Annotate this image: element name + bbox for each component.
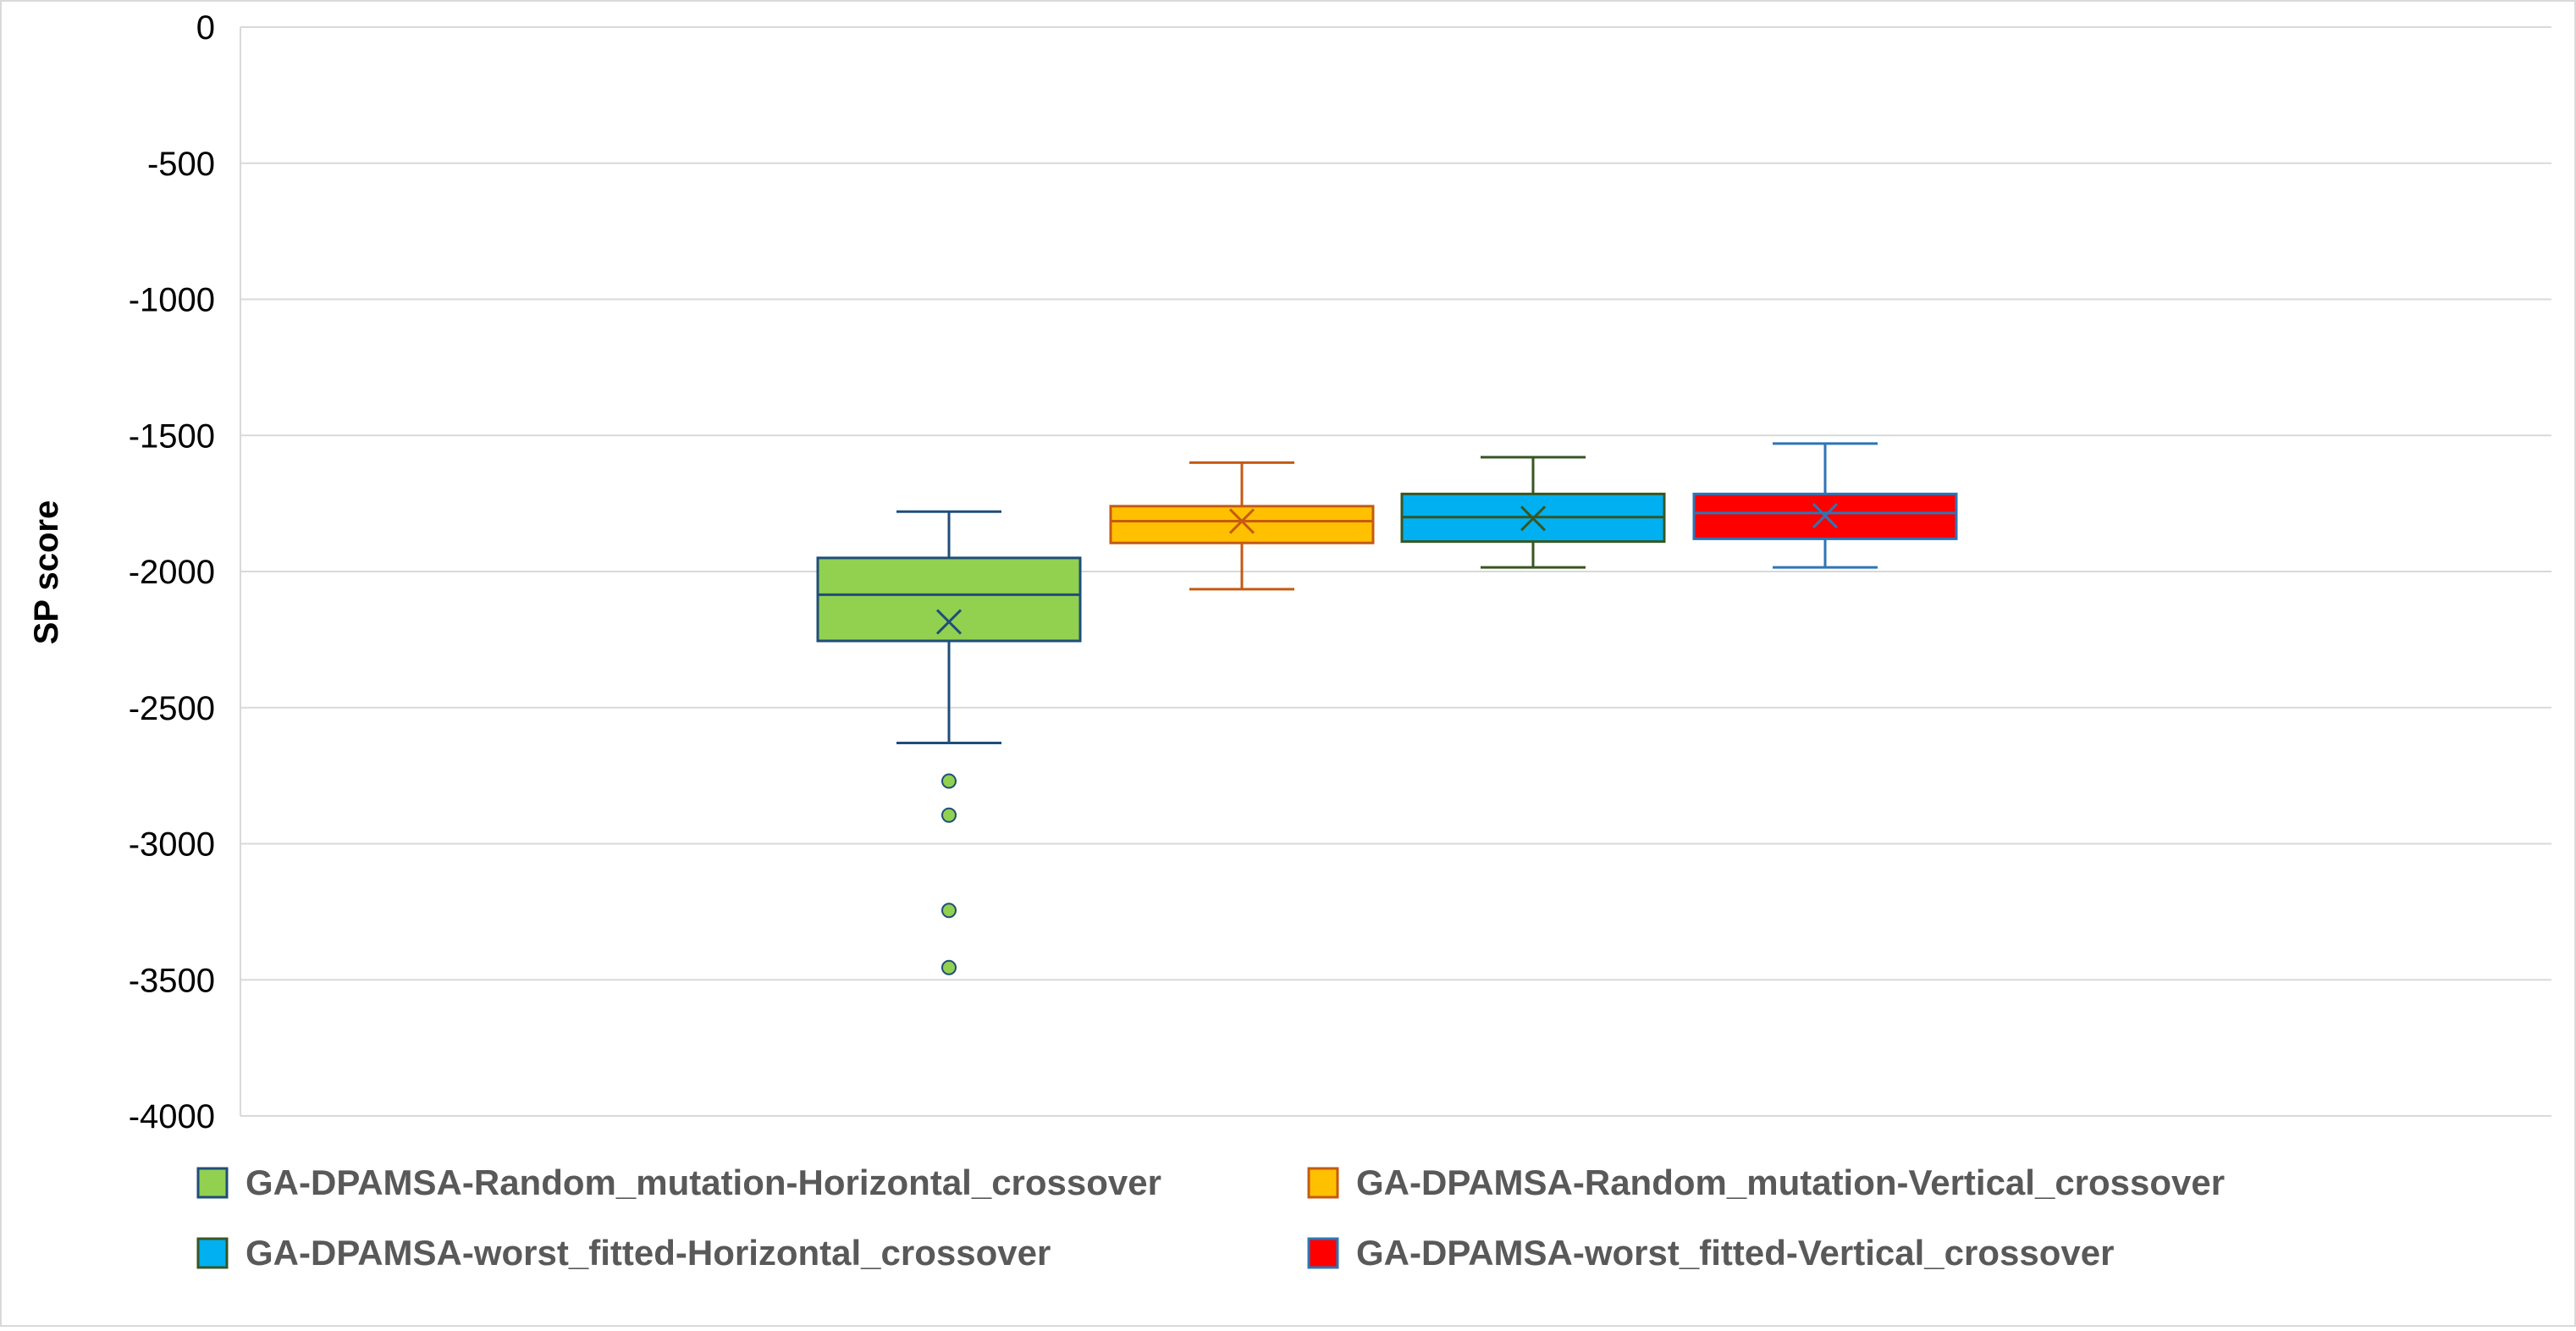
- legend-swatch: [1307, 1237, 1339, 1269]
- legend-item: GA-DPAMSA-Random_mutation-Horizontal_cro…: [196, 1163, 1161, 1202]
- box-group: [1692, 442, 1958, 569]
- y-axis-label: SP score: [28, 500, 65, 645]
- legend-swatch: [196, 1237, 229, 1269]
- grid: [240, 26, 2551, 1117]
- legend-swatch: [1307, 1167, 1339, 1199]
- y-tick-label: -1000: [129, 282, 215, 319]
- box: [816, 556, 1082, 643]
- mean-marker: [935, 609, 963, 635]
- legend-label: GA-DPAMSA-worst_fitted-Horizontal_crosso…: [245, 1233, 1051, 1273]
- legend-item: GA-DPAMSA-Random_mutation-Vertical_cross…: [1307, 1163, 2225, 1202]
- mean-marker: [1228, 508, 1255, 534]
- outlier-point: [941, 773, 957, 789]
- y-tick-label: -3000: [129, 826, 215, 864]
- legend-item: GA-DPAMSA-worst_fitted-Horizontal_crosso…: [196, 1233, 1051, 1273]
- boxes: [816, 442, 1958, 975]
- mean-marker: [1520, 505, 1547, 532]
- outlier-point: [941, 903, 957, 919]
- box: [1109, 505, 1375, 544]
- y-tick-label: -4000: [129, 1098, 215, 1135]
- legend-label: GA-DPAMSA-Random_mutation-Horizontal_cro…: [245, 1163, 1161, 1202]
- legend-label: GA-DPAMSA-worst_fitted-Vertical_crossove…: [1356, 1233, 2114, 1273]
- legend: GA-DPAMSA-Random_mutation-Horizontal_cro…: [196, 1163, 2225, 1273]
- y-tick-label: -1500: [129, 417, 215, 455]
- y-tick-label: -3500: [129, 962, 215, 999]
- y-tick-label: -2500: [129, 690, 215, 727]
- legend-label: GA-DPAMSA-Random_mutation-Vertical_cross…: [1356, 1163, 2225, 1202]
- box-group: [1400, 456, 1666, 569]
- y-tick-label: 0: [196, 9, 215, 47]
- box-group: [816, 510, 1082, 975]
- y-tick-label: -2000: [129, 554, 215, 591]
- outlier-point: [941, 959, 957, 975]
- legend-item: GA-DPAMSA-worst_fitted-Vertical_crossove…: [1307, 1233, 2114, 1273]
- legend-swatch: [196, 1167, 229, 1199]
- outlier-point: [941, 807, 957, 823]
- y-axis-ticks: 0 -500 -1000 -1500 -2000 -2500 -3000 -3500 -4000: [129, 9, 215, 1135]
- box-group: [1109, 461, 1375, 591]
- y-tick-label: -500: [147, 146, 215, 183]
- mean-marker: [1812, 503, 1839, 529]
